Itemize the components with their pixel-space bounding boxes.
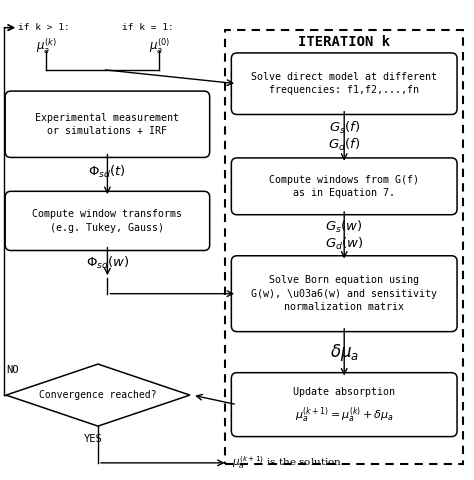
Text: Update absorption: Update absorption [293, 387, 395, 397]
FancyBboxPatch shape [231, 256, 457, 332]
FancyBboxPatch shape [5, 192, 210, 251]
Polygon shape [6, 364, 190, 426]
Text: Compute window transforms
(e.g. Tukey, Gauss): Compute window transforms (e.g. Tukey, G… [32, 209, 182, 232]
Text: Experimental measurement
or simulations + IRF: Experimental measurement or simulations … [36, 113, 180, 136]
Text: $G_d(w)$: $G_d(w)$ [325, 236, 364, 252]
Text: $G_d(f)$: $G_d(f)$ [328, 137, 360, 153]
Text: ITERATION k: ITERATION k [298, 35, 390, 49]
Text: $\delta\mu_a$: $\delta\mu_a$ [329, 342, 359, 363]
Text: $\mu_a^{(k+1)}$ is the solution: $\mu_a^{(k+1)}$ is the solution [232, 455, 343, 471]
Text: if k = 1:: if k = 1: [121, 23, 173, 32]
Text: $\mu_a^{(0)}$: $\mu_a^{(0)}$ [149, 36, 170, 56]
Text: $G_s(w)$: $G_s(w)$ [326, 218, 363, 235]
Text: $\Phi_{sd}(w)$: $\Phi_{sd}(w)$ [86, 255, 129, 271]
FancyBboxPatch shape [5, 91, 210, 157]
Text: $\Phi_{sd}(t)$: $\Phi_{sd}(t)$ [89, 164, 127, 180]
Text: Solve direct model at different
frequencies: f1,f2,...,fn: Solve direct model at different frequenc… [251, 72, 437, 96]
Text: Solve Born equation using
G(w), \u03a6(w) and sensitivity
normalization matrix: Solve Born equation using G(w), \u03a6(w… [251, 276, 437, 312]
Text: $\mu_a^{(k+1)} = \mu_a^{(k)} + \delta\mu_a$: $\mu_a^{(k+1)} = \mu_a^{(k)} + \delta\mu… [295, 405, 394, 425]
Text: Compute windows from G(f)
as in Equation 7.: Compute windows from G(f) as in Equation… [269, 175, 419, 198]
FancyBboxPatch shape [231, 158, 457, 215]
FancyBboxPatch shape [231, 372, 457, 437]
Text: $G_s(f)$: $G_s(f)$ [328, 120, 360, 136]
FancyBboxPatch shape [231, 53, 457, 115]
Text: NO: NO [6, 365, 18, 375]
Text: YES: YES [84, 434, 103, 444]
Text: Convergence reached?: Convergence reached? [39, 390, 157, 400]
Text: $\mu_a^{(k)}$: $\mu_a^{(k)}$ [36, 36, 56, 56]
Text: if k > 1:: if k > 1: [18, 23, 70, 32]
